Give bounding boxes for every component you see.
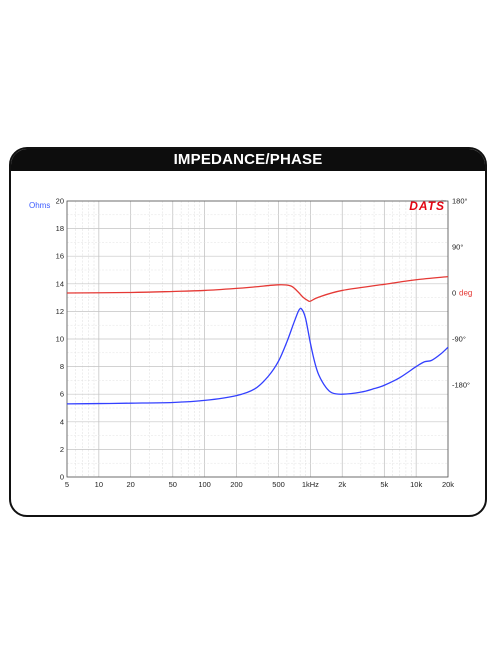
- y-left-tick-label: 16: [56, 252, 64, 261]
- x-tick-label: 5k: [380, 480, 388, 489]
- y-right-tick-label: 0: [452, 289, 456, 298]
- y-left-tick-label: 0: [60, 473, 64, 482]
- y-right-tick-label: -90°: [452, 335, 466, 344]
- brand-logo: DATS: [409, 199, 445, 213]
- x-tick-label: 200: [230, 480, 243, 489]
- chart-header: IMPEDANCE/PHASE: [11, 149, 485, 171]
- y-left-tick-label: 4: [60, 417, 64, 426]
- x-tick-label: 1kHz: [302, 480, 319, 489]
- impedance-series-line: [66, 307, 449, 405]
- y-right-tick-label: -180°: [452, 381, 470, 390]
- x-tick-label: 20k: [442, 480, 454, 489]
- x-tick-label: 2k: [338, 480, 346, 489]
- y-left-tick-label: 18: [56, 224, 64, 233]
- y-left-tick-label: 6: [60, 390, 64, 399]
- y-left-tick-label: 2: [60, 445, 64, 454]
- chart-title: IMPEDANCE/PHASE: [173, 151, 323, 168]
- phase-series-line: [66, 275, 449, 303]
- x-tick-label: 10k: [410, 480, 422, 489]
- x-tick-label: 10: [95, 480, 103, 489]
- y-left-tick-label: 12: [56, 307, 64, 316]
- y-right-tick-label: 180°: [452, 197, 468, 206]
- y-left-unit-label: Ohms: [29, 201, 50, 210]
- y-right-unit-label: deg: [459, 289, 472, 298]
- y-left-tick-label: 20: [56, 197, 64, 206]
- x-tick-label: 5: [65, 480, 69, 489]
- x-tick-label: 100: [198, 480, 211, 489]
- impedance-phase-chart: 5 10 20 50 100 200 500 1kHz 2k 5k 10k 20k0246810121…: [29, 197, 472, 490]
- brand-trademark: tm: [442, 198, 447, 203]
- y-left-tick-label: 14: [56, 279, 64, 288]
- x-tick-label: 50: [169, 480, 177, 489]
- y-right-tick-label: 90°: [452, 243, 463, 252]
- x-tick-label: 500: [272, 480, 285, 489]
- x-tick-label: 20: [127, 480, 135, 489]
- chart-panel: IMPEDANCE/PHASE 5 10 20 50 100 200 500 1kHz 2k 5k…: [9, 147, 487, 517]
- y-left-tick-label: 10: [56, 335, 64, 344]
- plot-border: [66, 200, 449, 478]
- y-left-tick-label: 8: [60, 362, 64, 371]
